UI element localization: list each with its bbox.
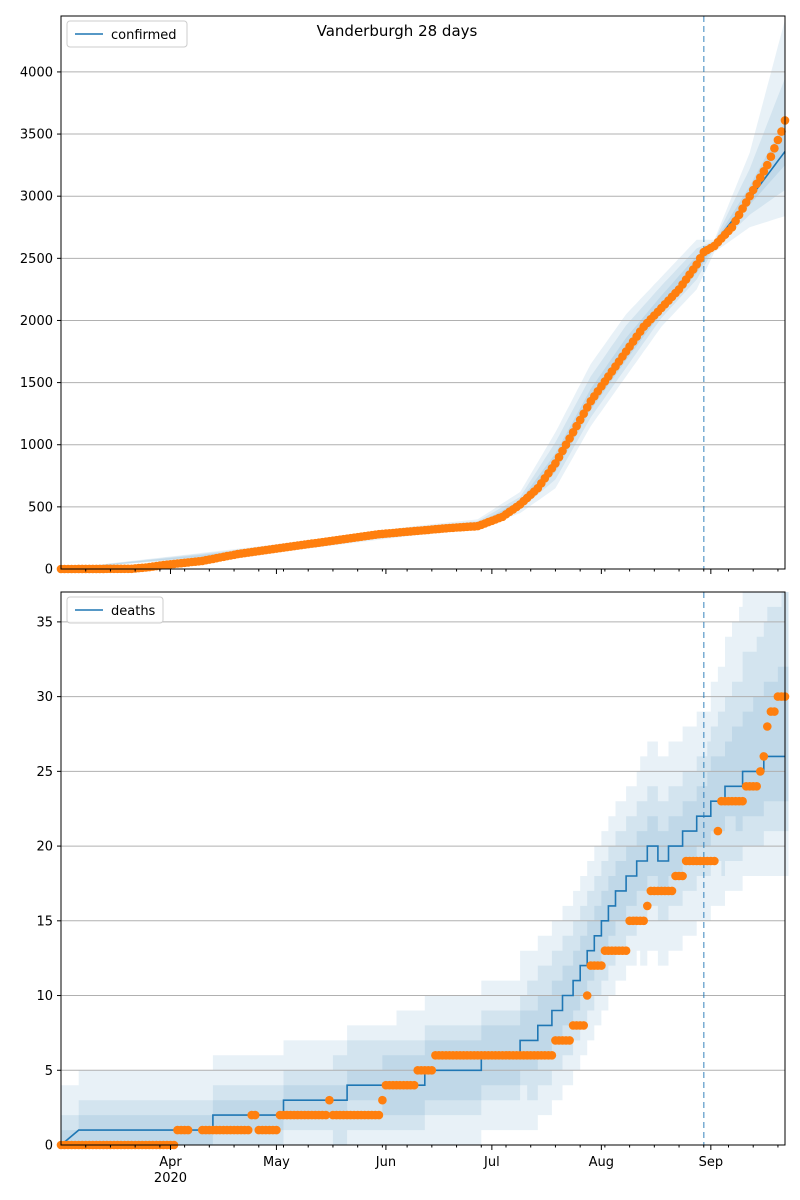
observed-point: [272, 1125, 281, 1135]
observed-point: [763, 722, 772, 731]
observed-point: [427, 1066, 437, 1075]
y-tick-label: 15: [36, 914, 53, 929]
y-tick-label: 5: [45, 1064, 53, 1079]
observed-point: [572, 421, 581, 431]
y-tick-label: 30: [36, 690, 53, 705]
uncertainty-band: [61, 78, 785, 569]
observed-point: [643, 901, 652, 911]
observed-point: [374, 1110, 384, 1120]
observed-point: [738, 204, 747, 213]
observed-point: [378, 1095, 387, 1105]
observed-point: [759, 752, 769, 761]
observed-point: [766, 152, 776, 161]
axes-frame: [60, 591, 786, 1146]
y-tick-label: 0: [45, 1139, 53, 1154]
observed-point: [770, 144, 779, 153]
observed-point: [756, 767, 765, 776]
legend: deaths: [66, 596, 164, 624]
observed-point: [695, 253, 705, 263]
model-line: [60, 755, 785, 1146]
observed-point: [554, 452, 564, 462]
x-tick-label: May: [263, 1155, 290, 1170]
y-tick-label: 0: [45, 563, 53, 578]
observed-point: [756, 173, 765, 182]
y-tick-label: 4000: [20, 65, 53, 80]
observed-point: [561, 440, 571, 450]
y-tick-label: 20: [36, 840, 53, 855]
observed-point: [639, 916, 648, 926]
x-tick-label: Sep: [699, 1155, 724, 1170]
observed-point: [547, 1051, 557, 1060]
observed-point: [678, 871, 687, 881]
legend-box: [66, 596, 164, 624]
observed-point: [752, 782, 761, 791]
axes-frame: [60, 15, 786, 570]
observed-point: [667, 886, 677, 896]
y-tick-label: 3500: [20, 128, 53, 143]
observed-point: [621, 946, 631, 955]
observed-point: [770, 707, 779, 716]
observed-point: [243, 1125, 253, 1135]
y-tick-label: 2500: [20, 252, 53, 267]
uncertainty-band: [61, 592, 789, 1145]
observed-point: [321, 1110, 331, 1120]
legend: confirmed: [66, 20, 188, 48]
legend-box: [66, 20, 188, 48]
x-tick-sublabel: 2020: [154, 1171, 187, 1186]
observed-point: [727, 223, 737, 232]
y-tick-label: 500: [28, 500, 53, 515]
uncertainty-band: [61, 121, 785, 569]
y-tick-label: 35: [36, 615, 53, 630]
x-tick-label: Jun: [375, 1155, 396, 1170]
x-tick-label: Jul: [483, 1155, 500, 1170]
observed-point: [183, 1125, 193, 1135]
y-tick-label: 2000: [20, 314, 53, 329]
x-tick-label: Apr: [159, 1155, 182, 1170]
chart-title: Vanderburgh 28 days: [317, 22, 478, 40]
y-tick-label: 1000: [20, 438, 53, 453]
y-tick-label: 3000: [20, 190, 53, 205]
observed-point: [773, 135, 783, 145]
confirmed-panel: 0 500 1000 1500 2000 2500 3000 3500 4000 confirme…: [20, 15, 790, 578]
observed-point: [579, 1021, 588, 1030]
observed-point: [582, 403, 592, 412]
y-tick-label: 25: [36, 765, 53, 780]
legend-label: confirmed: [111, 28, 177, 43]
observed-point: [409, 1080, 419, 1090]
observed-point: [710, 856, 719, 866]
observed-point: [738, 796, 747, 806]
observed-point: [325, 1095, 334, 1105]
observed-point: [250, 1110, 260, 1120]
observed-point: [763, 160, 772, 170]
observed-point: [551, 459, 560, 468]
observed-point: [752, 179, 761, 189]
observed-point: [713, 826, 723, 836]
observed-point: [777, 127, 786, 136]
uncertainty-band: [61, 592, 789, 1145]
legend-label: deaths: [111, 604, 156, 619]
observed-point: [597, 961, 606, 970]
observed-point: [582, 991, 592, 1000]
observed-point: [565, 1036, 574, 1045]
y-tick-label: 1500: [20, 376, 53, 391]
x-tick-label: Aug: [589, 1155, 614, 1170]
y-tick-label: 10: [36, 989, 53, 1004]
observed-point: [579, 409, 588, 419]
